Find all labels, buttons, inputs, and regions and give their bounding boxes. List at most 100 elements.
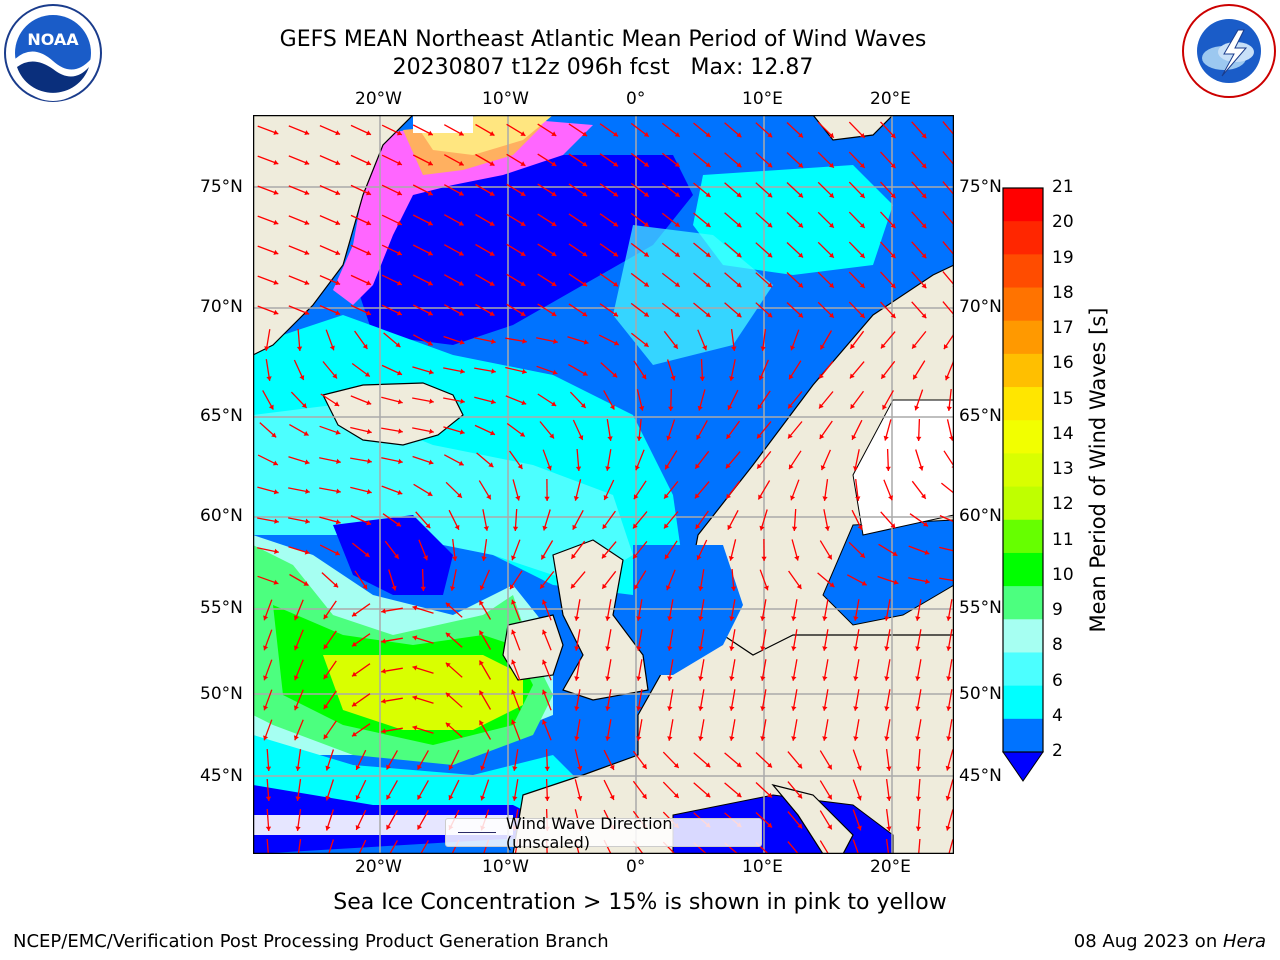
wave-direction-arrowhead (758, 375, 764, 381)
wave-direction-arrowhead (667, 616, 673, 621)
wave-direction-arrowhead (667, 646, 673, 651)
wave-direction-arrowhead (822, 646, 828, 651)
wave-direction-arrowhead (921, 253, 927, 259)
wave-direction-arrowhead (635, 465, 640, 471)
wave-direction-arrowhead (822, 676, 828, 681)
wave-direction-arrowhead (944, 375, 950, 381)
wave-direction-arrowhead (582, 191, 588, 197)
wave-direction-arrowhead (460, 398, 465, 404)
colorbar-tick-label: 16 (1052, 353, 1074, 374)
wave-direction-arrow (942, 301, 954, 316)
lat-label-left-75n: 75°N (200, 177, 243, 197)
wave-direction-arrow (939, 577, 954, 582)
wave-direction-arrowhead (304, 280, 310, 285)
wave-direction-arrowhead (609, 794, 615, 800)
map-gridlines (253, 115, 954, 854)
wave-direction-arrowhead (798, 222, 803, 228)
wave-direction-arrowhead (580, 403, 586, 408)
lat-label-left-55n: 55°N (200, 598, 243, 618)
wave-direction-arrowhead (427, 130, 433, 136)
wave-direction-arrowhead (427, 310, 433, 316)
wave-direction-arrowhead (273, 219, 279, 225)
wave-direction-arrowhead (352, 611, 357, 617)
wave-direction-arrowhead (293, 645, 299, 651)
wave-direction-arrowhead (921, 283, 927, 289)
wave-direction-arrowhead (520, 191, 526, 196)
wave-direction-arrowhead (760, 736, 766, 741)
wave-direction-arrowhead (859, 283, 865, 288)
wave-direction-arrowhead (636, 646, 642, 651)
wave-direction-arrowhead (544, 496, 550, 501)
ocean-yellow-green-core (323, 655, 523, 730)
wave-direction-arrowhead (549, 433, 554, 439)
baltic-sea (822, 519, 954, 626)
wave-direction-arrowhead (727, 404, 733, 410)
wave-direction-arrowhead (853, 736, 859, 741)
wave-direction-arrowhead (429, 398, 434, 404)
wave-direction-arrowhead (489, 311, 495, 316)
wave-direction-arrowhead (273, 279, 279, 285)
wave-direction-arrowhead (458, 190, 464, 196)
wave-direction-arrowhead (551, 131, 557, 136)
wave-direction-arrowhead (304, 130, 310, 135)
wave-direction-arrowhead (427, 280, 433, 286)
wave-direction-arrowhead (334, 550, 340, 556)
wave-direction-arrowhead (459, 429, 465, 435)
wave-direction-arrowhead (574, 676, 580, 681)
ocean-lightcyan-atlantic (253, 405, 633, 585)
wave-direction-arrowhead (829, 132, 834, 138)
wave-direction-arrowhead (829, 282, 834, 288)
wave-direction-arrowhead (674, 192, 680, 197)
wave-direction-arrowhead (336, 488, 341, 494)
wave-direction-arrowhead (827, 794, 832, 800)
wave-direction-arrowhead (335, 160, 341, 166)
wave-direction-arrowhead (668, 406, 674, 411)
lon-label-top-20e: 20°E (870, 89, 911, 109)
ice-missing-data (413, 115, 473, 133)
wave-direction-arrowhead (577, 765, 583, 771)
wave-direction-arrowhead (822, 736, 828, 741)
colorbar-bin (1003, 387, 1043, 421)
wave-direction-arrowhead (855, 496, 861, 501)
wave-direction-arrowhead (336, 458, 341, 464)
wave-direction-arrowhead (726, 493, 731, 499)
wave-direction-arrowhead (571, 553, 576, 559)
wave-direction-arrowhead (605, 466, 611, 471)
wave-direction-arrowhead (397, 489, 403, 495)
wave-direction-arrowhead (335, 190, 341, 196)
wave-direction-arrowhead (643, 191, 649, 197)
wave-direction-arrowhead (479, 585, 485, 591)
wave-direction-arrowhead (736, 312, 742, 318)
wave-direction-arrowhead (295, 826, 301, 831)
wave-direction-arrowhead (890, 283, 896, 289)
bothnia-missing (852, 399, 954, 536)
wave-direction-arrowhead (705, 162, 711, 167)
wave-direction-arrowhead (542, 525, 548, 531)
colorbar-tick-label: 15 (1052, 388, 1074, 409)
wave-direction-arrow (389, 840, 398, 854)
wave-direction-arrowhead (794, 555, 800, 561)
wave-direction-arrowhead (767, 312, 773, 318)
noaa-logo-text: NOAA (27, 30, 79, 49)
colorbar-tick-label: 10 (1052, 564, 1074, 585)
wave-direction-arrowhead (323, 704, 329, 710)
wave-direction-arrowhead (335, 519, 341, 525)
wave-direction-arrowhead (273, 159, 279, 165)
wave-direction-arrowhead (695, 524, 701, 529)
wave-direction-arrowhead (551, 191, 557, 196)
wave-direction-arrowhead (329, 345, 335, 351)
wave-direction-arrowhead (272, 460, 278, 466)
wave-direction-arrowhead (767, 822, 772, 828)
wave-direction-arrowhead (641, 763, 647, 769)
wave-direction-arrowhead (574, 646, 580, 651)
wave-direction-arrowhead (829, 312, 834, 318)
chart-title: GEFS MEAN Northeast Atlantic Mean Period… (253, 26, 953, 82)
wave-direction-arrowhead (423, 555, 428, 561)
wave-direction-arrowhead (445, 632, 451, 638)
wave-direction-arrowhead (412, 665, 418, 671)
wave-direction-arrowhead (352, 731, 357, 737)
wave-direction-arrowhead (553, 338, 558, 344)
wave-direction-arrowhead (945, 795, 951, 801)
wave-direction-arrowhead (859, 313, 865, 318)
lat-label-right-75n: 75°N (959, 177, 1002, 197)
